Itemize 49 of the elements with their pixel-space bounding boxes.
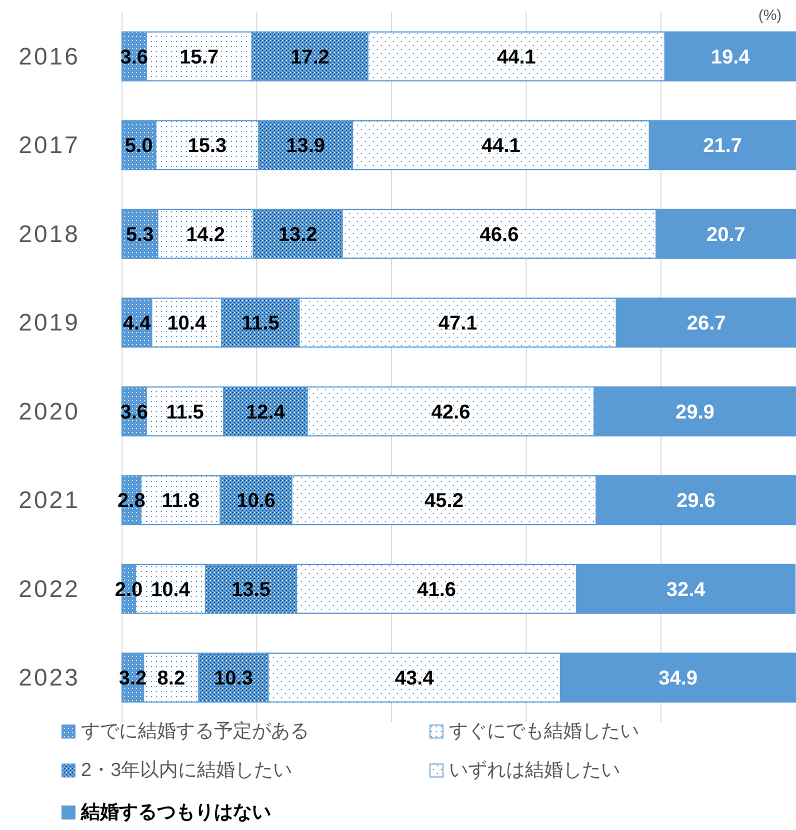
data-label: 20.7 xyxy=(706,224,746,246)
legend-label: いずれは結婚したい xyxy=(449,760,620,781)
data-label: 43.4 xyxy=(394,668,435,690)
data-label: 14.2 xyxy=(186,224,225,246)
data-label: 11.5 xyxy=(166,401,204,424)
data-label: 8.2 xyxy=(157,668,186,690)
data-label: 17.2 xyxy=(290,46,330,68)
data-label: 15.3 xyxy=(188,135,227,158)
data-label: 13.9 xyxy=(286,135,326,158)
data-label: 10.3 xyxy=(214,668,253,690)
data-label: 10.6 xyxy=(236,490,276,512)
data-label: 41.6 xyxy=(417,578,456,601)
data-label: 32.4 xyxy=(666,578,706,601)
y-tick-label: 2018 xyxy=(18,220,80,248)
legend-label: 2・3年以内に結婚したい xyxy=(81,760,292,781)
legend-label: すぐにでも結婚したい xyxy=(449,721,639,742)
data-label: 45.2 xyxy=(424,490,464,512)
data-label: 4.4 xyxy=(122,312,152,335)
legend-label: すでに結婚する予定がある xyxy=(81,720,309,742)
y-tick-label: 2021 xyxy=(18,487,80,514)
y-tick-label: 2020 xyxy=(18,398,80,426)
data-label: 15.7 xyxy=(180,46,219,68)
annotation: (%) xyxy=(758,7,782,24)
data-label: 21.7 xyxy=(703,135,742,158)
y-tick-label: 2023 xyxy=(18,664,80,692)
data-label: 29.9 xyxy=(675,401,714,424)
data-label: 13.5 xyxy=(232,578,270,601)
y-tick-label: 2019 xyxy=(18,310,80,337)
data-label: 34.9 xyxy=(658,668,698,690)
data-label: 5.0 xyxy=(124,135,153,158)
y-tick-label: 2022 xyxy=(18,576,80,603)
data-label: 46.6 xyxy=(480,224,519,246)
data-label: 47.1 xyxy=(438,312,478,335)
legend-label: 結婚するつもりはない xyxy=(80,802,271,823)
data-label: 10.4 xyxy=(167,312,208,335)
data-label: 44.1 xyxy=(496,46,536,68)
data-label: 26.7 xyxy=(686,312,726,335)
data-label: 10.4 xyxy=(151,578,191,601)
y-tick-label: 2017 xyxy=(18,132,80,160)
data-label: 12.4 xyxy=(246,401,286,424)
data-label: 19.4 xyxy=(710,46,751,68)
y-tick-label: 2016 xyxy=(18,43,80,70)
data-label: 11.8 xyxy=(162,490,200,512)
data-label: 44.1 xyxy=(481,135,520,158)
data-label: 5.3 xyxy=(126,224,154,246)
data-label: 29.6 xyxy=(676,490,716,512)
data-label: 11.5 xyxy=(242,312,280,335)
data-label: 42.6 xyxy=(431,401,470,424)
data-label: 13.2 xyxy=(278,224,318,246)
